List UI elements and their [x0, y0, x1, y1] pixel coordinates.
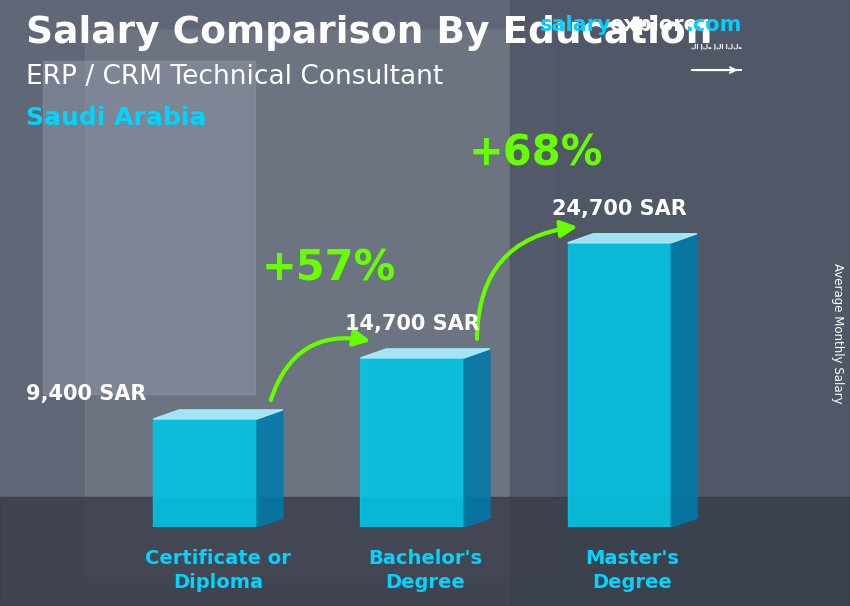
Bar	[85, 30, 552, 576]
Text: لا إله إلا الله: لا إله إلا الله	[690, 44, 742, 50]
Text: Master's
Degree: Master's Degree	[586, 549, 679, 591]
Text: .com: .com	[686, 15, 742, 35]
Bar	[510, 0, 850, 606]
Text: +68%: +68%	[469, 133, 604, 175]
Text: explorer: explorer	[609, 15, 709, 35]
Text: Certificate or
Diploma: Certificate or Diploma	[145, 549, 291, 591]
Text: Salary Comparison By Education: Salary Comparison By Education	[26, 15, 711, 51]
Polygon shape	[672, 234, 697, 527]
Text: 24,700 SAR: 24,700 SAR	[552, 199, 687, 219]
FancyArrowPatch shape	[271, 331, 366, 400]
Polygon shape	[360, 358, 464, 527]
Text: salary: salary	[540, 15, 611, 35]
Polygon shape	[360, 349, 490, 358]
Bar	[0, 497, 850, 606]
Text: 9,400 SAR: 9,400 SAR	[26, 384, 146, 404]
Bar	[42, 61, 255, 394]
Polygon shape	[153, 410, 283, 419]
Text: 14,700 SAR: 14,700 SAR	[345, 315, 479, 335]
Polygon shape	[568, 243, 672, 527]
Polygon shape	[464, 349, 490, 527]
FancyArrowPatch shape	[477, 222, 573, 339]
Text: Saudi Arabia: Saudi Arabia	[26, 106, 206, 130]
Polygon shape	[257, 410, 283, 527]
Text: +57%: +57%	[262, 248, 396, 290]
Polygon shape	[153, 419, 257, 527]
Text: Bachelor's
Degree: Bachelor's Degree	[368, 549, 482, 591]
Polygon shape	[568, 234, 697, 243]
Text: Average Monthly Salary: Average Monthly Salary	[830, 263, 844, 404]
Text: ERP / CRM Technical Consultant: ERP / CRM Technical Consultant	[26, 64, 443, 90]
